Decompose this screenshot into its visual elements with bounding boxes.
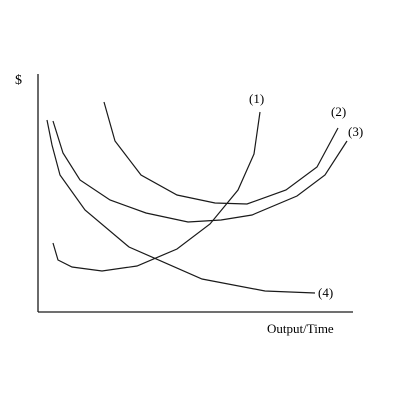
y-axis-label: $ [15, 73, 22, 88]
curve-label-2: (2) [331, 104, 346, 119]
x-axis-label: Output/Time [267, 321, 334, 336]
curve-3 [52, 120, 348, 223]
curve-4 [46, 119, 316, 294]
curve-label-4: (4) [318, 285, 333, 300]
curve-2 [103, 101, 339, 205]
curve-label-3: (3) [348, 124, 363, 139]
curve-label-1: (1) [249, 91, 264, 106]
curve-1 [52, 111, 261, 272]
